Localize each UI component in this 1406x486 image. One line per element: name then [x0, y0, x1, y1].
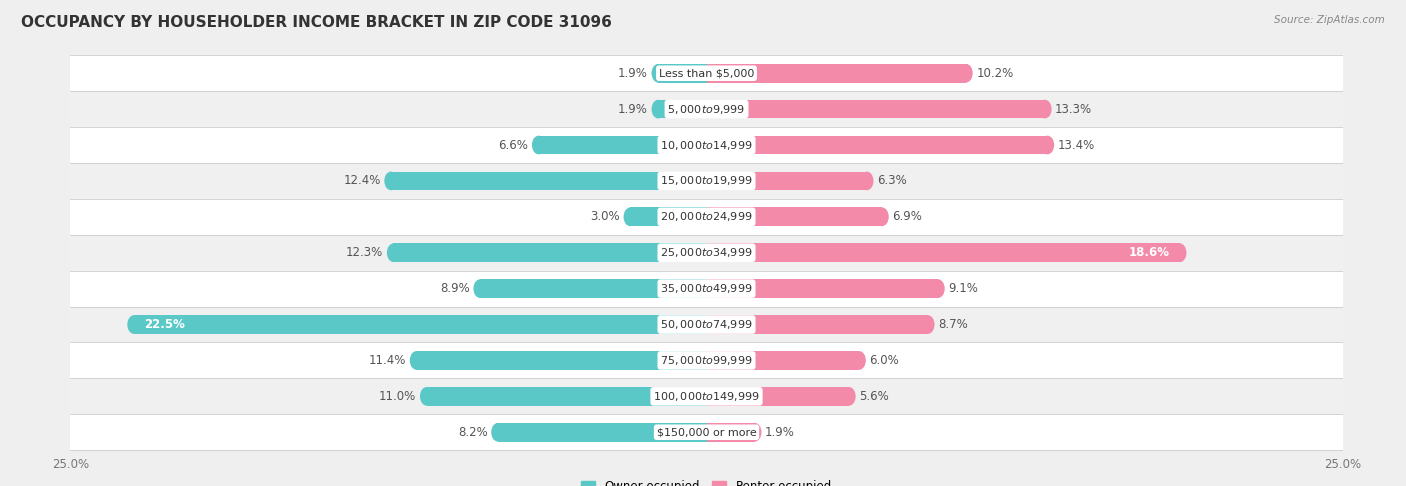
Circle shape — [852, 351, 866, 370]
FancyBboxPatch shape — [70, 163, 1343, 199]
Circle shape — [384, 172, 398, 190]
Bar — [498, 423, 707, 442]
Legend: Owner-occupied, Renter-occupied: Owner-occupied, Renter-occupied — [576, 475, 837, 486]
Text: 22.5%: 22.5% — [143, 318, 186, 331]
Bar — [707, 208, 882, 226]
Bar — [707, 351, 859, 370]
Circle shape — [387, 243, 401, 262]
Text: 5.6%: 5.6% — [859, 390, 889, 403]
Text: 8.7%: 8.7% — [938, 318, 967, 331]
Text: 1.9%: 1.9% — [619, 67, 648, 80]
Text: $35,000 to $49,999: $35,000 to $49,999 — [661, 282, 752, 295]
Text: $75,000 to $99,999: $75,000 to $99,999 — [661, 354, 752, 367]
FancyBboxPatch shape — [70, 271, 1343, 307]
Circle shape — [531, 136, 546, 155]
Text: 10.2%: 10.2% — [976, 67, 1014, 80]
Circle shape — [1173, 243, 1187, 262]
Text: 6.9%: 6.9% — [893, 210, 922, 224]
Circle shape — [1039, 100, 1052, 119]
Circle shape — [748, 423, 762, 442]
Bar — [416, 351, 707, 370]
Circle shape — [842, 387, 856, 406]
Circle shape — [491, 423, 505, 442]
FancyBboxPatch shape — [70, 343, 1343, 379]
Circle shape — [409, 351, 423, 370]
FancyBboxPatch shape — [70, 55, 1343, 91]
Text: 6.3%: 6.3% — [877, 174, 907, 188]
FancyBboxPatch shape — [70, 91, 1343, 127]
FancyBboxPatch shape — [70, 379, 1343, 414]
Text: $50,000 to $74,999: $50,000 to $74,999 — [661, 318, 752, 331]
Circle shape — [420, 387, 433, 406]
Bar — [394, 243, 707, 262]
Text: 1.9%: 1.9% — [619, 103, 648, 116]
FancyBboxPatch shape — [70, 199, 1343, 235]
Text: Source: ZipAtlas.com: Source: ZipAtlas.com — [1274, 15, 1385, 25]
FancyBboxPatch shape — [70, 235, 1343, 271]
Bar — [538, 136, 707, 155]
Circle shape — [876, 208, 889, 226]
Circle shape — [623, 208, 637, 226]
Text: 13.3%: 13.3% — [1054, 103, 1092, 116]
Text: $150,000 or more: $150,000 or more — [657, 427, 756, 437]
Text: $20,000 to $24,999: $20,000 to $24,999 — [661, 210, 752, 224]
Bar — [426, 387, 707, 406]
Text: 13.4%: 13.4% — [1057, 139, 1095, 152]
Text: 6.6%: 6.6% — [499, 139, 529, 152]
Text: $100,000 to $149,999: $100,000 to $149,999 — [654, 390, 759, 403]
FancyBboxPatch shape — [70, 127, 1343, 163]
Bar — [707, 64, 966, 83]
Bar — [479, 279, 707, 298]
FancyBboxPatch shape — [70, 414, 1343, 450]
Text: Less than $5,000: Less than $5,000 — [659, 68, 754, 78]
Circle shape — [860, 172, 873, 190]
Text: 18.6%: 18.6% — [1129, 246, 1170, 259]
Text: 1.9%: 1.9% — [765, 426, 794, 439]
Text: 6.0%: 6.0% — [869, 354, 898, 367]
Text: 3.0%: 3.0% — [591, 210, 620, 224]
Text: 12.3%: 12.3% — [346, 246, 384, 259]
Bar — [707, 387, 849, 406]
Circle shape — [474, 279, 486, 298]
Bar — [658, 64, 707, 83]
Circle shape — [651, 100, 665, 119]
Text: $15,000 to $19,999: $15,000 to $19,999 — [661, 174, 752, 188]
Circle shape — [128, 315, 141, 334]
Text: 8.2%: 8.2% — [458, 426, 488, 439]
Bar — [134, 315, 707, 334]
Bar — [630, 208, 707, 226]
Text: 8.9%: 8.9% — [440, 282, 470, 295]
Text: $5,000 to $9,999: $5,000 to $9,999 — [668, 103, 745, 116]
Bar — [707, 136, 1047, 155]
Text: 11.0%: 11.0% — [380, 390, 416, 403]
Bar — [707, 315, 928, 334]
Bar — [707, 172, 868, 190]
Circle shape — [651, 64, 665, 83]
Text: 12.4%: 12.4% — [343, 174, 381, 188]
Bar — [707, 279, 938, 298]
Text: 11.4%: 11.4% — [368, 354, 406, 367]
Text: $10,000 to $14,999: $10,000 to $14,999 — [661, 139, 752, 152]
Text: 9.1%: 9.1% — [948, 282, 979, 295]
Bar — [707, 423, 755, 442]
Bar — [658, 100, 707, 119]
Bar — [707, 100, 1045, 119]
FancyBboxPatch shape — [70, 307, 1343, 343]
Text: $25,000 to $34,999: $25,000 to $34,999 — [661, 246, 752, 259]
Circle shape — [959, 64, 973, 83]
Bar — [707, 243, 1180, 262]
Bar — [391, 172, 707, 190]
Circle shape — [921, 315, 935, 334]
Circle shape — [1040, 136, 1054, 155]
Circle shape — [932, 279, 945, 298]
Text: OCCUPANCY BY HOUSEHOLDER INCOME BRACKET IN ZIP CODE 31096: OCCUPANCY BY HOUSEHOLDER INCOME BRACKET … — [21, 15, 612, 30]
